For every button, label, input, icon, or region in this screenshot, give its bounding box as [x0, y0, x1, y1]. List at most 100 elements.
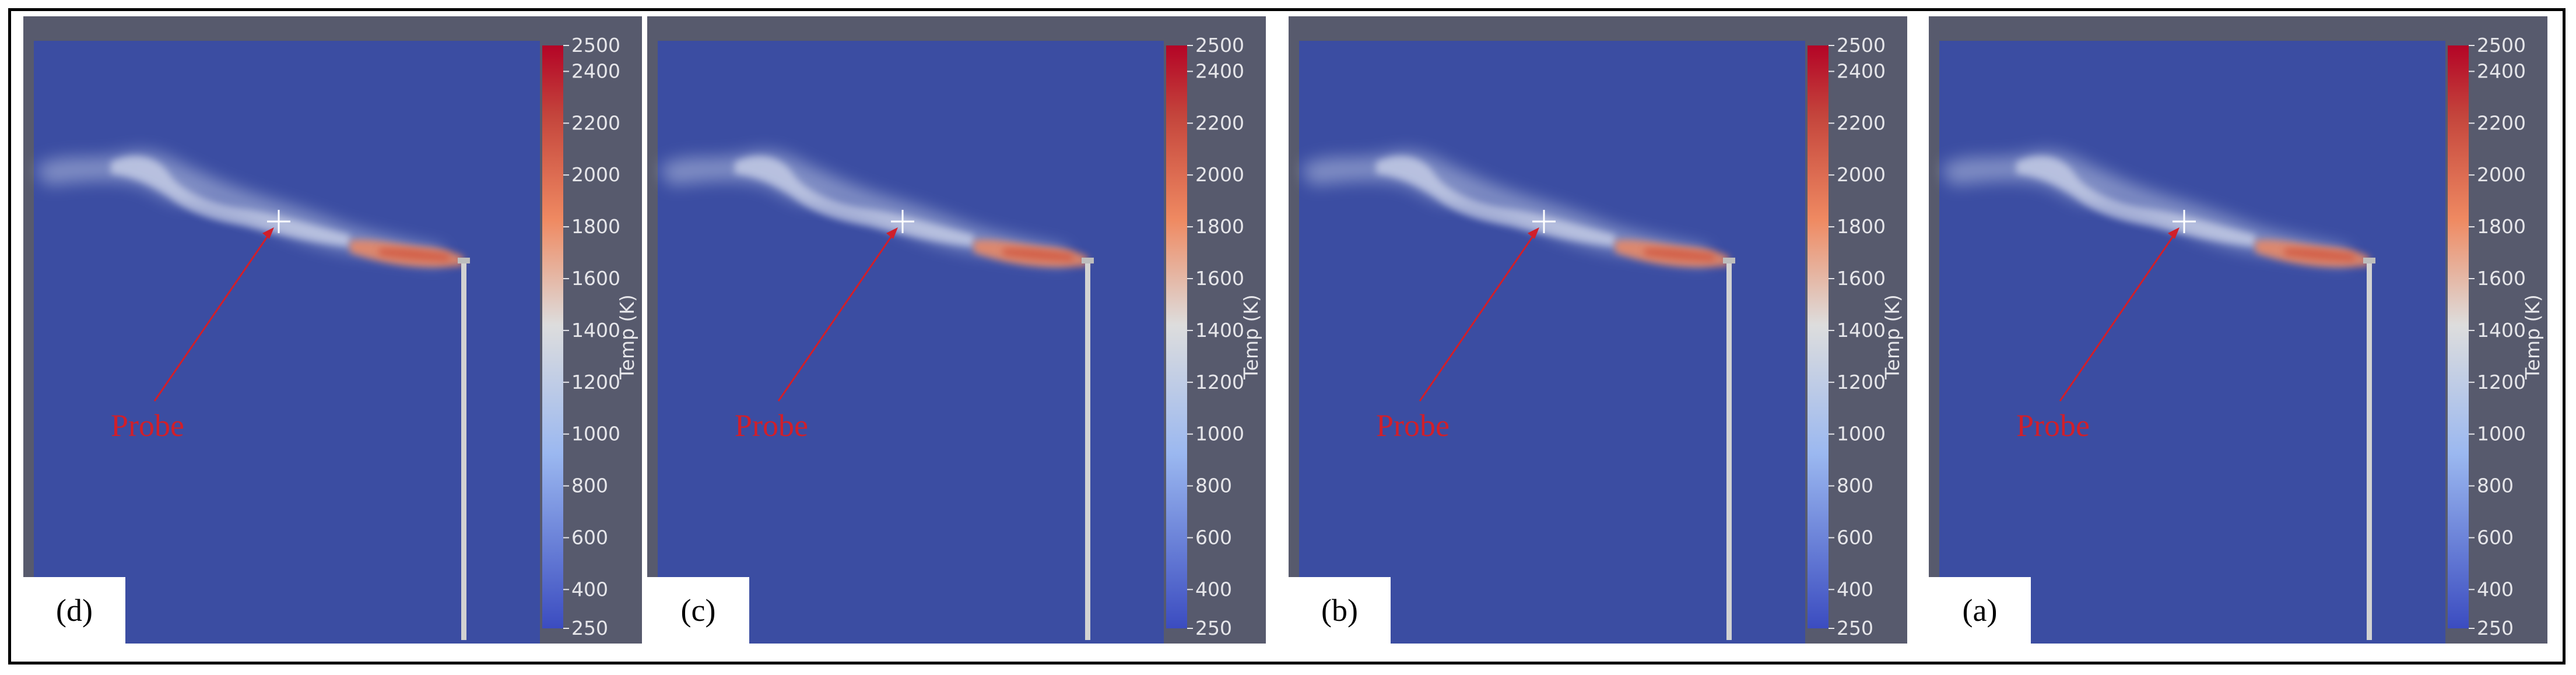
colorbar-tick-label: 1200	[1195, 371, 1244, 393]
flame-plume	[1300, 150, 1729, 268]
colorbar-tick-label: 2400	[2477, 59, 2526, 82]
colorbar-tick-label: 2200	[1195, 111, 1244, 134]
simulation-domain	[1299, 41, 1805, 644]
colorbar-tick-label: 1000	[571, 423, 620, 445]
colorbar-tick-label: 2400	[1837, 59, 1886, 82]
flare-tip	[1082, 258, 1094, 263]
colorbar-tick-label: 1600	[1195, 267, 1244, 290]
colorbar-tick-label: 2400	[1195, 59, 1244, 82]
simulation-domain	[658, 41, 1164, 644]
colorbar-tick-label: 2500	[1837, 34, 1886, 57]
simulation-domain	[34, 41, 540, 644]
flare-stack	[2367, 261, 2372, 640]
colorbar-tick-label: 600	[2477, 526, 2514, 549]
colorbar-tick-label: 800	[1837, 474, 1873, 497]
colorbar-tick-label: 1800	[2477, 215, 2526, 238]
probe-label: Probe	[735, 408, 808, 443]
flame-plume	[1940, 150, 2369, 268]
colorbar-tick-label: 2000	[2477, 163, 2526, 186]
colorbar-tick-label: 1000	[1195, 423, 1244, 445]
colorbar	[542, 45, 563, 628]
flare-tip	[458, 258, 470, 263]
colorbar-tick-label: 250	[571, 617, 608, 639]
probe-marker	[2173, 210, 2196, 233]
panel-a: Probe 2500 2400 2200 2000 1800 1600 1400 1200 100…	[1929, 16, 2547, 644]
colorbar-tick-label: 1200	[1837, 371, 1886, 393]
colorbar-title: Temp (K)	[616, 294, 638, 380]
flare-tip	[2363, 258, 2375, 263]
colorbar-tick-label: 1600	[1837, 267, 1886, 290]
probe-arrow	[153, 227, 274, 402]
colorbar-tick-label: 600	[571, 526, 608, 549]
colorbar-tick-label: 1400	[1837, 319, 1886, 342]
panel-label: (d)	[23, 577, 125, 644]
colorbar-tick-label: 1200	[571, 371, 620, 393]
colorbar-tick-label: 600	[1195, 526, 1232, 549]
colorbar-tick-label: 2400	[571, 59, 620, 82]
panel-c: Probe 2500 2400 2200 2000 1800 1600 1400 1200 100…	[647, 16, 1266, 644]
colorbar-tick-label: 800	[2477, 474, 2514, 497]
flare-tip	[1723, 258, 1735, 263]
colorbar-title: Temp (K)	[2521, 294, 2544, 380]
panel-label: (c)	[647, 577, 749, 644]
colorbar-tick-label: 400	[2477, 578, 2514, 600]
probe-label: Probe	[111, 408, 184, 443]
colorbar-tick-label: 1200	[2477, 371, 2526, 393]
colorbar-tick-label: 250	[1837, 617, 1873, 639]
probe-marker	[891, 210, 914, 233]
colorbar-tick-label: 1600	[571, 267, 620, 290]
flare-stack	[1726, 261, 1732, 640]
colorbar-tick-label: 1000	[1837, 423, 1886, 445]
colorbar-tick-label: 400	[1837, 578, 1873, 600]
colorbar-tick-label: 400	[1195, 578, 1232, 600]
colorbar-tick-label: 2200	[2477, 111, 2526, 134]
panel-b: Probe 2500 2400 2200 2000 1800 1600 1400 1200 100…	[1289, 16, 1907, 644]
probe-marker	[267, 210, 290, 233]
colorbar-tick-label: 1600	[2477, 267, 2526, 290]
panel-d: Probe 2500 2400 2200 2000 1800 1600 1400 1200 100…	[23, 16, 642, 644]
colorbar	[1808, 45, 1829, 628]
colorbar-tick-label: 1800	[1837, 215, 1886, 238]
colorbar-tick-label: 250	[2477, 617, 2514, 639]
panel-label: (b)	[1289, 577, 1391, 644]
colorbar-title: Temp (K)	[1881, 294, 1904, 380]
colorbar-tick-label: 1800	[571, 215, 620, 238]
panel-label: (a)	[1929, 577, 2031, 644]
colorbar-title: Temp (K)	[1240, 294, 1262, 380]
colorbar-tick-label: 2500	[1195, 34, 1244, 57]
colorbar-tick-label: 2500	[2477, 34, 2526, 57]
probe-label: Probe	[1376, 408, 1450, 443]
flare-stack	[1085, 261, 1090, 640]
colorbar-tick-label: 1400	[571, 319, 620, 342]
colorbar-tick-label: 600	[1837, 526, 1873, 549]
colorbar-tick-label: 1400	[2477, 319, 2526, 342]
colorbar-tick-label: 1800	[1195, 215, 1244, 238]
colorbar	[1166, 45, 1187, 628]
colorbar	[2448, 45, 2469, 628]
colorbar-tick-label: 400	[571, 578, 608, 600]
colorbar-tick-label: 1400	[1195, 319, 1244, 342]
colorbar-tick-label: 2200	[1837, 111, 1886, 134]
colorbar-tick-label: 1000	[2477, 423, 2526, 445]
colorbar-tick-label: 2000	[1195, 163, 1244, 186]
colorbar-tick-label: 800	[571, 474, 608, 497]
flame-plume	[35, 150, 464, 268]
flare-stack	[461, 261, 466, 640]
colorbar-tick-label: 800	[1195, 474, 1232, 497]
probe-arrow	[1419, 227, 1539, 402]
simulation-domain	[1939, 41, 2445, 644]
colorbar-tick-label: 2500	[571, 34, 620, 57]
probe-arrow	[777, 227, 898, 402]
flame-plume	[659, 150, 1087, 268]
probe-label: Probe	[2016, 408, 2090, 443]
colorbar-tick-label: 2000	[571, 163, 620, 186]
probe-marker	[1532, 210, 1556, 233]
colorbar-tick-label: 2000	[1837, 163, 1886, 186]
probe-arrow	[2059, 227, 2180, 402]
colorbar-tick-label: 2200	[571, 111, 620, 134]
colorbar-tick-label: 250	[1195, 617, 1232, 639]
